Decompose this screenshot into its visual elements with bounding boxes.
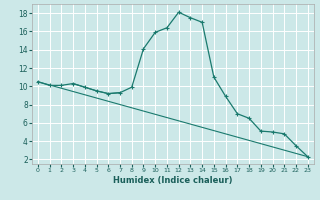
- X-axis label: Humidex (Indice chaleur): Humidex (Indice chaleur): [113, 176, 233, 185]
